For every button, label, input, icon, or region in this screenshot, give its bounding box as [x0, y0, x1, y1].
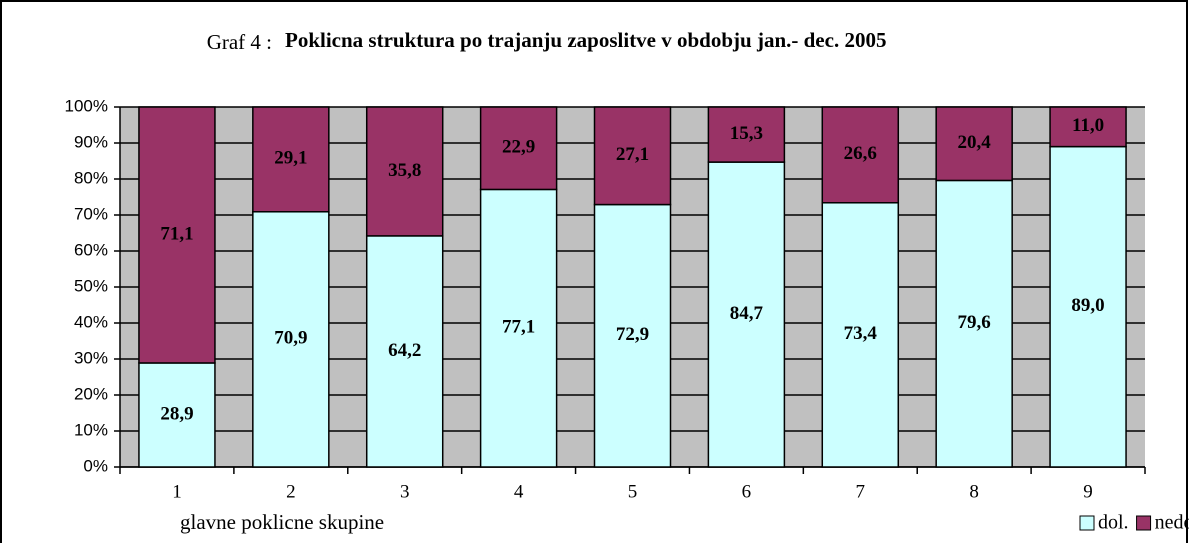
chart-title: Poklicna struktura po trajanju zaposlitv…: [285, 28, 886, 52]
data-label: 79,6: [958, 312, 991, 333]
bar-segment: [935, 179, 1013, 468]
data-label: 84,7: [730, 303, 764, 324]
data-label: 73,4: [844, 323, 878, 344]
data-label: 15,3: [730, 123, 763, 144]
legend-swatch: [1136, 515, 1152, 531]
y-tick-label: 10%: [74, 420, 108, 439]
data-label: 72,9: [616, 324, 649, 345]
bar-segment: [365, 106, 444, 237]
data-label: 77,1: [502, 317, 535, 338]
y-tick-label: 30%: [74, 348, 108, 367]
data-label: 22,9: [502, 137, 535, 158]
legend-label: nedol.: [1155, 512, 1189, 534]
bar-segment: [593, 203, 672, 468]
figure-label: Graf 4 :: [207, 30, 272, 54]
bar-segment: [252, 106, 330, 213]
bar-segment: [707, 106, 786, 163]
data-label: 64,2: [388, 340, 421, 361]
data-label: 29,1: [274, 148, 307, 169]
y-tick-label: 0%: [83, 456, 108, 475]
x-tick-label: 7: [856, 481, 866, 502]
data-label: 89,0: [1071, 295, 1104, 316]
x-axis-label: glavne poklicne skupine: [180, 510, 384, 534]
legend-swatch: [1079, 515, 1095, 531]
x-tick-label: 3: [400, 481, 410, 502]
y-tick-label: 90%: [74, 132, 108, 151]
data-label: 20,4: [958, 132, 992, 153]
x-tick-label: 1: [172, 481, 182, 502]
bar-segment: [365, 235, 444, 468]
x-tick-label: 2: [286, 481, 296, 502]
y-tick-label: 70%: [74, 204, 108, 223]
y-tick-label: 60%: [74, 240, 108, 259]
bar-segment: [707, 161, 786, 468]
data-label: 35,8: [388, 160, 421, 181]
x-tick-label: 6: [742, 481, 752, 502]
y-tick-label: 40%: [74, 312, 108, 331]
y-tick-label: 20%: [74, 384, 108, 403]
data-label: 26,6: [844, 143, 877, 164]
bar-segment: [935, 106, 1013, 182]
data-label: 27,1: [616, 144, 649, 165]
data-label: 70,9: [274, 328, 307, 349]
bar-segment: [821, 106, 900, 204]
bar-segment: [138, 106, 216, 364]
bar-segment: [1049, 106, 1127, 148]
y-tick-label: 50%: [74, 276, 108, 295]
x-tick-label: 8: [969, 481, 979, 502]
y-tick-label: 100%: [65, 96, 108, 115]
bar-segment: [252, 211, 330, 468]
y-tick-label: 80%: [74, 168, 108, 187]
bar-segment: [1049, 145, 1127, 468]
x-tick-label: 5: [628, 481, 638, 502]
x-tick-label: 9: [1083, 481, 1093, 502]
legend-label: dol.: [1098, 512, 1129, 534]
x-tick-label: 4: [514, 481, 524, 502]
bar-segment: [593, 106, 672, 206]
data-label: 11,0: [1072, 115, 1104, 136]
bar-segment: [479, 106, 558, 191]
bar-segment: [821, 202, 900, 468]
data-label: 28,9: [160, 403, 193, 424]
bar-segment: [479, 188, 558, 468]
data-label: 71,1: [160, 223, 193, 244]
